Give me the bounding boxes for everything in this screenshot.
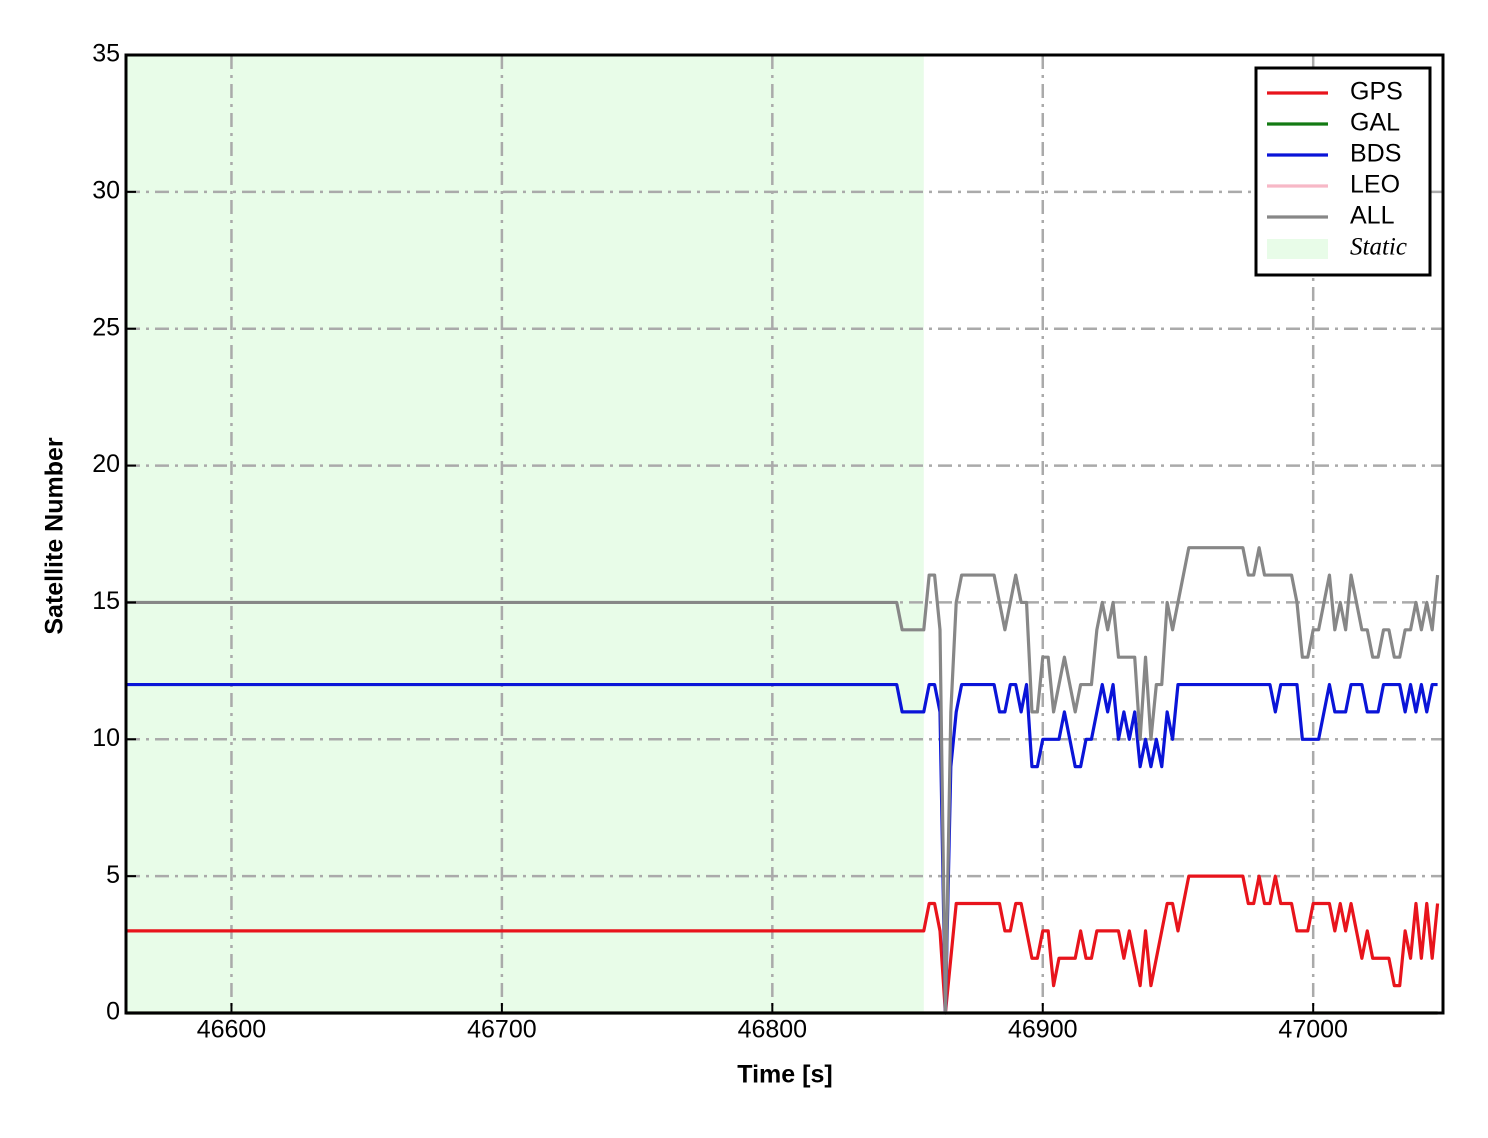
- legend-swatch: [1267, 239, 1328, 259]
- x-axis-label: Time [s]: [737, 1061, 832, 1089]
- legend: GPS GAL BDS LEO ALL Static: [1254, 66, 1432, 277]
- y-tick-label: 10: [92, 724, 120, 752]
- legend-label: LEO: [1350, 171, 1400, 199]
- x-tick-label: 46600: [197, 1016, 267, 1044]
- static-region: [126, 55, 924, 1013]
- series-line: [126, 546, 1440, 1015]
- y-axis-label: Satellite Number: [41, 437, 69, 635]
- y-tick-label: 15: [92, 587, 120, 615]
- x-tick-label: 47000: [1278, 1016, 1348, 1044]
- y-tick-label: 35: [92, 40, 120, 68]
- legend-label: Static: [1350, 234, 1407, 261]
- legend-label: GAL: [1350, 109, 1400, 137]
- series-line: [126, 874, 1440, 1015]
- y-tick-label: 30: [92, 176, 120, 204]
- plot-frame: [124, 53, 1445, 1015]
- legend-label: GPS: [1350, 78, 1403, 106]
- legend-label: ALL: [1350, 202, 1395, 230]
- background-layer: [126, 55, 924, 1013]
- y-tick-label: 25: [92, 313, 120, 341]
- x-tick-label: 46700: [467, 1016, 537, 1044]
- legend-label: BDS: [1350, 140, 1401, 168]
- x-tick-label: 46800: [738, 1016, 808, 1044]
- x-tick-label: 46900: [1008, 1016, 1078, 1044]
- y-tick-label: 0: [106, 998, 120, 1026]
- y-tick-label: 5: [106, 861, 120, 889]
- tick-layer: 0 5 10 15 20 25 30 35 46600 46700 46800 46900 47000: [92, 40, 1348, 1044]
- y-tick-label: 20: [92, 450, 120, 478]
- series-line: [126, 682, 1438, 1015]
